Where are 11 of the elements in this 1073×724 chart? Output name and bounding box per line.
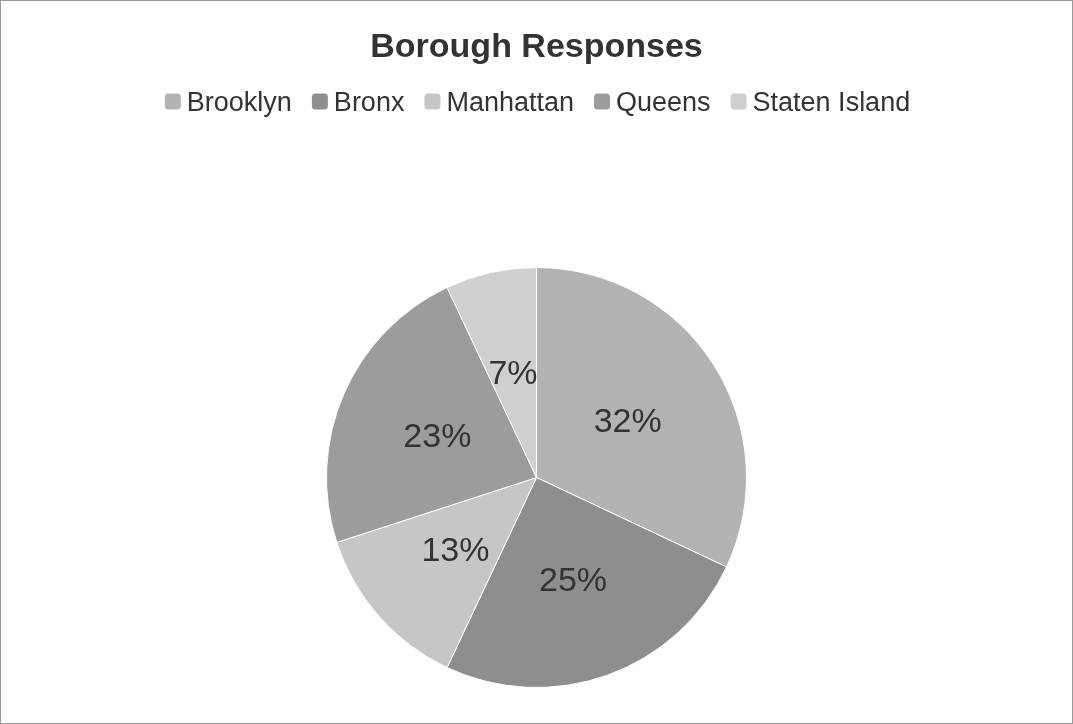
data-label: 13% xyxy=(421,529,490,568)
legend-label: Queens xyxy=(616,86,711,117)
chart-title: Borough Responses xyxy=(370,26,703,64)
data-label: 23% xyxy=(403,415,472,454)
legend-label: Manhattan xyxy=(446,86,574,117)
data-label: 32% xyxy=(593,400,662,439)
data-label: 7% xyxy=(488,353,538,392)
data-label: 25% xyxy=(539,560,608,599)
legend-label: Bronx xyxy=(333,86,405,117)
legend-label: Brooklyn xyxy=(186,86,292,117)
legend-label: Staten Island xyxy=(752,86,911,117)
